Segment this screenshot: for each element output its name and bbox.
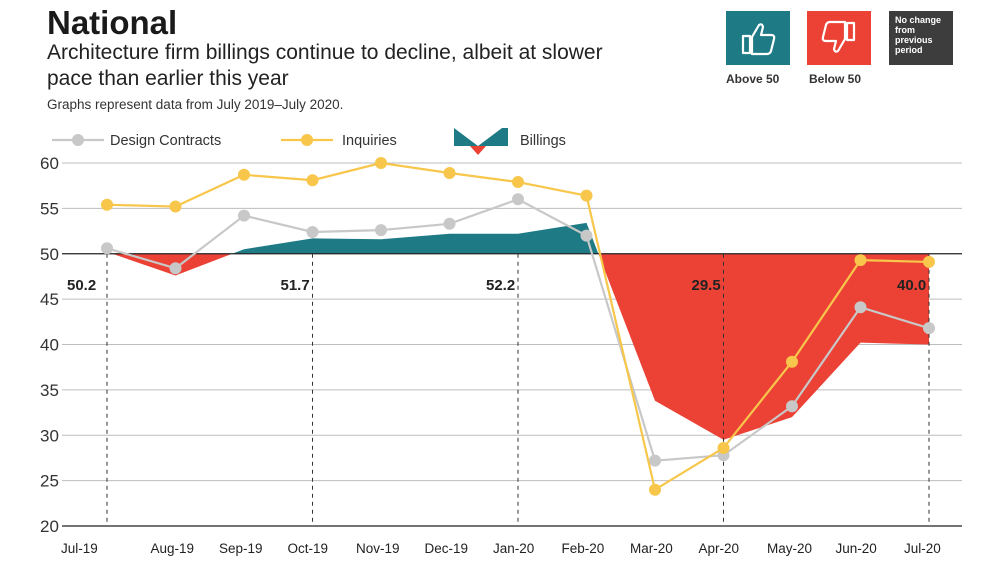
billings-area-above xyxy=(232,249,244,254)
billings-area-above xyxy=(312,238,381,254)
design-contracts-point xyxy=(580,229,593,242)
billings-area-above xyxy=(449,233,518,254)
design-contracts-point xyxy=(923,322,935,335)
legend-billings-label: Billings xyxy=(520,133,566,149)
chart-note: Graphs represent data from July 2019–Jul… xyxy=(47,97,344,112)
y-tick-label: 45 xyxy=(40,290,59,309)
x-tick-label: Feb-20 xyxy=(562,541,605,556)
y-tick-label: 60 xyxy=(40,154,59,173)
y-tick-label: 35 xyxy=(40,381,59,400)
y-tick-label: 40 xyxy=(40,336,59,355)
x-tick-label: Jun-20 xyxy=(836,541,877,556)
x-tick-label: Jan-20 xyxy=(493,541,534,556)
callout-label: 51.7 xyxy=(281,277,310,294)
legend-inquiries-marker xyxy=(301,134,313,146)
design-contracts-point xyxy=(169,262,182,275)
no-change-badge: No change from previous period xyxy=(889,11,953,65)
legend-billings-above-swatch xyxy=(454,128,508,146)
y-tick-label: 30 xyxy=(40,426,59,445)
thumbs-down-icon xyxy=(821,20,856,53)
inquiries-point xyxy=(580,189,593,202)
legend-inquiries-label: Inquiries xyxy=(342,133,397,149)
inquiries-point xyxy=(854,254,867,267)
billings-area-below xyxy=(860,253,929,345)
callout-label: 29.5 xyxy=(692,277,721,294)
callout-label: 40.0 xyxy=(897,277,926,294)
legend-design-label: Design Contracts xyxy=(110,133,221,149)
design-contracts-point xyxy=(786,400,798,413)
y-tick-label: 25 xyxy=(40,472,59,491)
x-tick-label: May-20 xyxy=(767,541,812,556)
y-tick-label: 55 xyxy=(40,199,59,218)
design-contracts-point xyxy=(306,225,319,238)
billings-area-above xyxy=(381,233,450,254)
below-50-label: Below 50 xyxy=(809,72,862,86)
y-tick-label: 20 xyxy=(40,517,59,536)
above-50-label: Above 50 xyxy=(726,72,780,86)
x-tick-label: Jul-19 xyxy=(61,541,98,556)
design-contracts-point xyxy=(854,301,867,314)
inquiries-point xyxy=(306,174,319,187)
x-tick-label: Apr-20 xyxy=(699,541,740,556)
x-tick-label: Oct-19 xyxy=(288,541,329,556)
design-contracts-point xyxy=(375,224,387,237)
billings-area-below xyxy=(112,253,176,276)
y-tick-label: 50 xyxy=(40,245,59,264)
callout-label: 52.2 xyxy=(486,277,515,294)
billings-area-below xyxy=(792,253,861,418)
x-tick-label: Nov-19 xyxy=(356,541,400,556)
x-tick-label: Aug-19 xyxy=(151,541,195,556)
billings-area-above xyxy=(518,222,587,254)
design-contracts-point xyxy=(512,193,524,206)
design-contracts-point xyxy=(101,242,113,255)
design-contracts-point xyxy=(443,217,456,230)
inquiries-point xyxy=(238,168,250,181)
legend-billings-below-swatch xyxy=(470,146,486,155)
billings-area-above xyxy=(244,238,313,254)
design-contracts-point xyxy=(649,454,661,467)
billings-area-below xyxy=(598,253,655,401)
inquiries-point xyxy=(375,157,387,169)
inquiries-point xyxy=(512,176,524,189)
legend-design-marker xyxy=(72,134,84,146)
design-contracts-point xyxy=(238,209,250,222)
inquiries-point xyxy=(717,441,730,454)
x-tick-label: Sep-19 xyxy=(219,541,263,556)
inquiries-point xyxy=(923,255,935,268)
above-50-badge xyxy=(726,11,790,65)
inquiries-point xyxy=(443,166,456,179)
x-tick-label: Jul-20 xyxy=(904,541,941,556)
billings-area-below xyxy=(723,253,792,440)
chart-subtitle: Architecture firm billings continue to d… xyxy=(47,41,603,90)
below-50-badge xyxy=(807,11,871,65)
inquiries-point xyxy=(101,198,113,211)
x-tick-label: Dec-19 xyxy=(425,541,469,556)
x-tick-label: Mar-20 xyxy=(630,541,673,556)
billings-area-below xyxy=(175,253,233,276)
inquiries-point xyxy=(786,355,798,368)
inquiries-point xyxy=(169,200,182,213)
chart-title: National xyxy=(47,4,178,41)
inquiries-point xyxy=(649,483,661,496)
thumbs-up-icon xyxy=(741,23,776,56)
callout-label: 50.2 xyxy=(67,277,96,294)
billings-area-below xyxy=(655,253,724,440)
